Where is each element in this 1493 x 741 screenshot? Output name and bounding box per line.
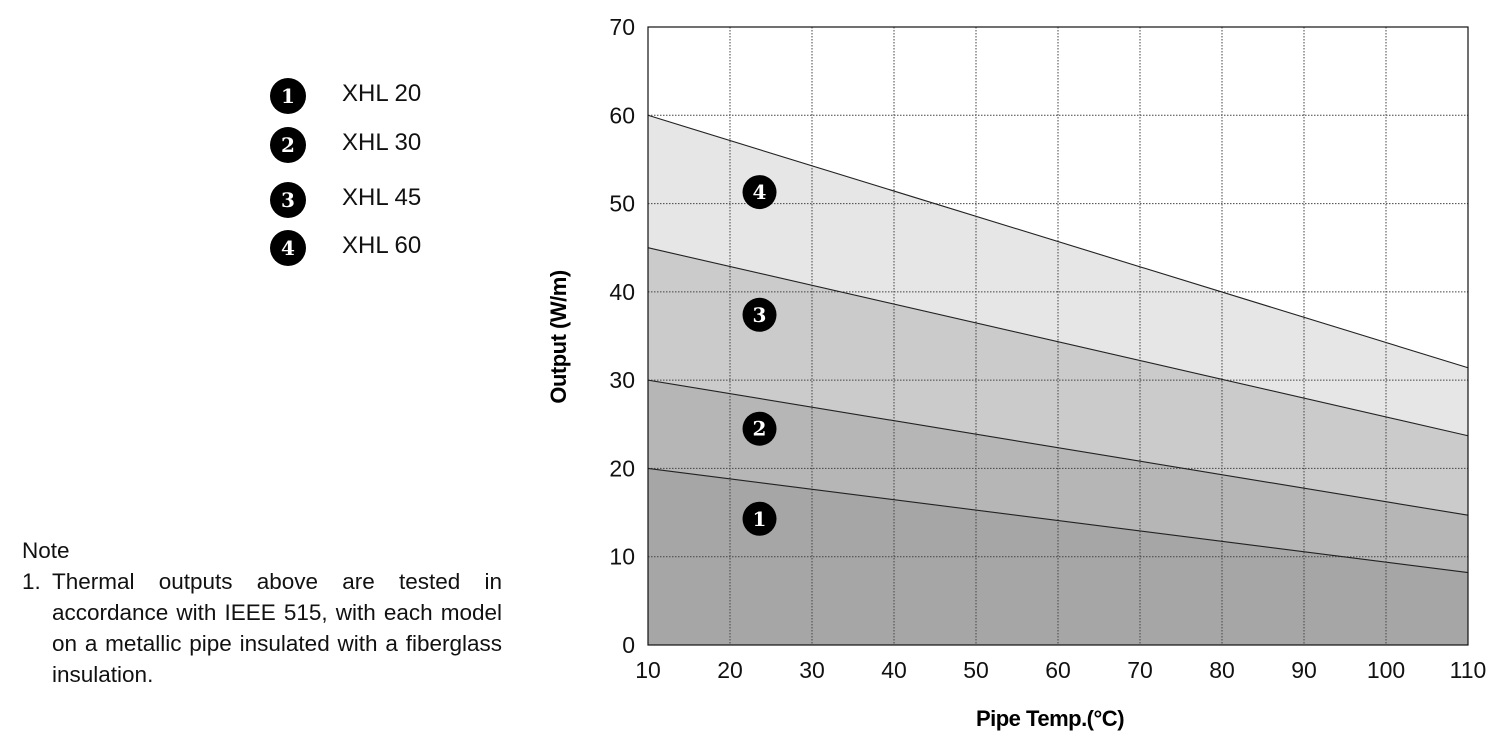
series-marker-label: 4 bbox=[753, 180, 767, 204]
note-title: Note bbox=[22, 538, 70, 563]
x-tick-label: 110 bbox=[1450, 657, 1487, 683]
series-marker-label: 2 bbox=[753, 417, 767, 441]
area-xhl-20 bbox=[648, 468, 1468, 645]
series-marker-circle bbox=[742, 411, 777, 446]
x-tick-label: 90 bbox=[1291, 657, 1317, 683]
series-marker-circle bbox=[742, 297, 777, 332]
x-tick-label: 80 bbox=[1209, 657, 1235, 683]
series-marker-3: 3 bbox=[742, 297, 777, 332]
legend-item-xhl-45: 3 XHL 45 bbox=[270, 182, 490, 222]
legend-marker-1: 1 bbox=[270, 78, 306, 114]
y-tick-label: 40 bbox=[609, 279, 635, 305]
y-tick-label: 60 bbox=[609, 102, 635, 128]
x-tick-label: 40 bbox=[881, 657, 907, 683]
series-marker-label: 3 bbox=[753, 303, 767, 327]
legend-marker-4: 4 bbox=[270, 230, 306, 266]
series-line-xhl-60 bbox=[647, 114, 1469, 369]
legend-item-xhl-20: 1 XHL 20 bbox=[270, 78, 490, 118]
plot-frame bbox=[647, 26, 1469, 646]
x-tick-label: 20 bbox=[717, 657, 743, 683]
y-tick-label: 10 bbox=[609, 544, 635, 570]
y-tick-label: 0 bbox=[622, 632, 635, 658]
series-marker-2: 2 bbox=[742, 411, 777, 446]
x-tick-label: 30 bbox=[799, 657, 825, 683]
note-item: 1. Thermal outputs above are tested in a… bbox=[22, 566, 502, 690]
legend-item-xhl-30: 2 XHL 30 bbox=[270, 127, 490, 167]
series-lines bbox=[647, 114, 1469, 574]
series-marker-4: 4 bbox=[742, 175, 777, 210]
legend-label-xhl-45: XHL 45 bbox=[342, 184, 422, 211]
x-tick-label: 10 bbox=[635, 657, 661, 683]
series-line-xhl-20 bbox=[647, 467, 1469, 574]
series-marker-1: 1 bbox=[742, 501, 777, 536]
legend-marker-2: 2 bbox=[270, 127, 306, 163]
series-markers: 1 2 3 4 bbox=[742, 175, 777, 536]
x-tick-label: 60 bbox=[1045, 657, 1071, 683]
note-number: 1. bbox=[22, 569, 41, 594]
y-axis-label: Output (W/m) bbox=[546, 270, 571, 403]
x-tick-labels: 10 20 30 40 50 60 70 80 90 100 110 bbox=[635, 657, 1486, 683]
x-tick-label: 50 bbox=[963, 657, 989, 683]
note-block: Note 1. Thermal outputs above are tested… bbox=[22, 535, 502, 690]
note-list: 1. Thermal outputs above are tested in a… bbox=[22, 566, 502, 690]
series-line-xhl-45 bbox=[647, 247, 1469, 437]
x-tick-label: 70 bbox=[1127, 657, 1153, 683]
x-tick-label: 100 bbox=[1367, 657, 1405, 683]
series-fills bbox=[648, 115, 1468, 646]
y-tick-label: 20 bbox=[609, 455, 635, 481]
y-tick-labels: 0 10 20 30 40 50 60 70 bbox=[609, 14, 635, 658]
y-tick-label: 70 bbox=[609, 14, 635, 40]
x-axis-label: Pipe Temp.(°C) bbox=[976, 706, 1124, 731]
grid-lines bbox=[648, 27, 1468, 645]
y-tick-label: 50 bbox=[609, 191, 635, 217]
plot-border bbox=[647, 26, 1469, 646]
note-text: Thermal outputs above are tested in acco… bbox=[52, 569, 502, 687]
y-tick-label: 30 bbox=[609, 367, 635, 393]
legend-item-xhl-60: 4 XHL 60 bbox=[270, 230, 490, 270]
series-marker-circle bbox=[742, 175, 777, 210]
legend-label-xhl-60: XHL 60 bbox=[342, 232, 422, 259]
legend-label-xhl-30: XHL 30 bbox=[342, 129, 422, 156]
legend-marker-3: 3 bbox=[270, 182, 306, 218]
series-marker-circle bbox=[742, 501, 777, 536]
series-marker-label: 1 bbox=[753, 507, 767, 531]
series-line-xhl-30 bbox=[647, 379, 1469, 516]
legend-label-xhl-20: XHL 20 bbox=[342, 80, 422, 107]
